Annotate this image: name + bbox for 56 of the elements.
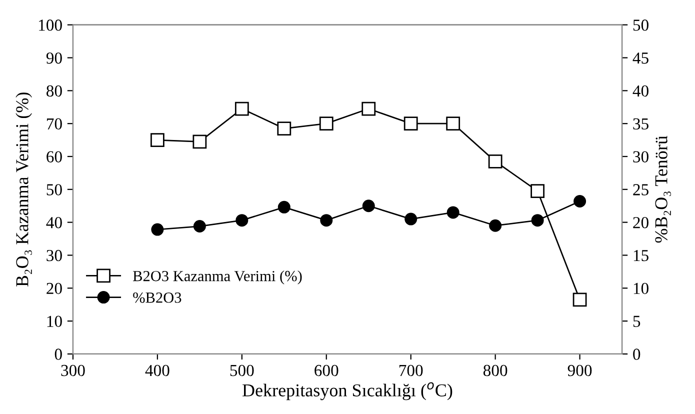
- y-tick-label: 80: [46, 85, 62, 97]
- y2-tick-label: 15: [634, 250, 648, 262]
- y-tick-label: 40: [46, 217, 62, 228]
- y2-tick-label: 40: [632, 85, 648, 97]
- x-axis-title: Dekrepitasyon Sıcaklığı ($^{o}$C): [242, 382, 452, 400]
- x-tick-label: 800: [483, 364, 508, 376]
- y2-tick-label: 25: [633, 184, 648, 196]
- point: [531, 214, 544, 227]
- x-tick-label: 500: [230, 364, 254, 376]
- point: [193, 220, 206, 233]
- x-tick-label: 300: [61, 364, 85, 376]
- point: [236, 214, 248, 227]
- y2-tick-label: 35: [633, 118, 648, 130]
- legend-label: %B2O3: [133, 292, 182, 303]
- y2-tick-label: 30: [633, 151, 648, 162]
- y-tick-label: 70: [46, 118, 62, 130]
- y-tick-label: 60: [46, 151, 62, 162]
- point: [151, 223, 164, 236]
- point: [150, 133, 164, 147]
- x-tick-label: 600: [314, 364, 338, 376]
- point: [530, 184, 544, 198]
- point: [277, 122, 292, 136]
- point: [489, 219, 502, 232]
- point: [404, 212, 418, 226]
- point: [319, 116, 334, 131]
- x-tick-label: 700: [399, 364, 423, 376]
- point: [446, 116, 460, 131]
- y-tick-label: 0: [54, 348, 62, 360]
- point: [192, 134, 207, 149]
- y-tick-label: 10: [47, 316, 62, 328]
- point: [278, 200, 290, 214]
- point: [404, 116, 418, 131]
- point: [234, 102, 249, 116]
- y-tick-label: 100: [39, 20, 62, 31]
- y-tick-label: 20: [46, 282, 62, 294]
- y2-tick-label: 50: [633, 20, 648, 31]
- y2-tick-label: 45: [632, 52, 648, 64]
- point: [320, 214, 333, 227]
- y2-tick-label: 20: [633, 217, 648, 228]
- y2-axis-title: %B₂O₃ Tenörü: [655, 136, 671, 243]
- x-tick-label: 400: [145, 364, 170, 376]
- point: [574, 195, 586, 208]
- y-tick-label: 50: [46, 184, 62, 196]
- y-axis-title: B₂O₃ Kazanma Verimi (%): [16, 92, 32, 287]
- point: [362, 200, 375, 212]
- point: [488, 154, 502, 168]
- y-tick-label: 30: [46, 250, 62, 262]
- point: [572, 292, 587, 307]
- legend-label: B2O3 Kazanma Verimi (%): [133, 270, 302, 284]
- y2-tick-label: 5: [633, 316, 640, 328]
- point: [362, 102, 376, 116]
- y2-tick-label: 10: [634, 282, 648, 294]
- point: [446, 206, 460, 219]
- x-tick-label: 900: [568, 364, 592, 376]
- y-tick-label: 90: [46, 52, 62, 64]
- y2-tick-label: 0: [633, 348, 640, 360]
